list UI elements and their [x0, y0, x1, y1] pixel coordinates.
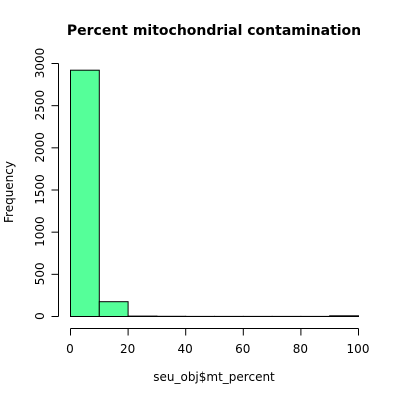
x-tick-label: 100	[347, 342, 370, 356]
y-axis: 0 500 1000 1500 2000 2500 3000	[33, 48, 59, 320]
histogram-bar	[329, 315, 360, 317]
y-axis-label: Frequency	[2, 161, 16, 223]
y-tick-label: 2500	[33, 90, 47, 121]
y-tick-label: 1000	[33, 216, 47, 247]
y-tick-label: 1500	[33, 174, 47, 205]
x-tick-label: 20	[120, 342, 135, 356]
chart-title: Percent mitochondrial contamination	[67, 23, 361, 39]
y-tick-label: 0	[33, 312, 47, 320]
x-tick-label: 60	[235, 342, 250, 356]
x-tick-label: 0	[66, 342, 74, 356]
x-axis-label: seu_obj$mt_percent	[153, 370, 275, 384]
y-tick-label: 3000	[33, 48, 47, 79]
y-tick-label: 2000	[33, 132, 47, 163]
x-axis: 0 20 40 60 80 100	[66, 328, 370, 356]
histogram-bar	[70, 69, 100, 317]
histogram-bars	[70, 69, 360, 318]
x-tick-label: 80	[293, 342, 308, 356]
x-tick-label: 40	[178, 342, 193, 356]
histogram-bar	[98, 301, 129, 318]
y-tick-label: 500	[33, 262, 47, 285]
